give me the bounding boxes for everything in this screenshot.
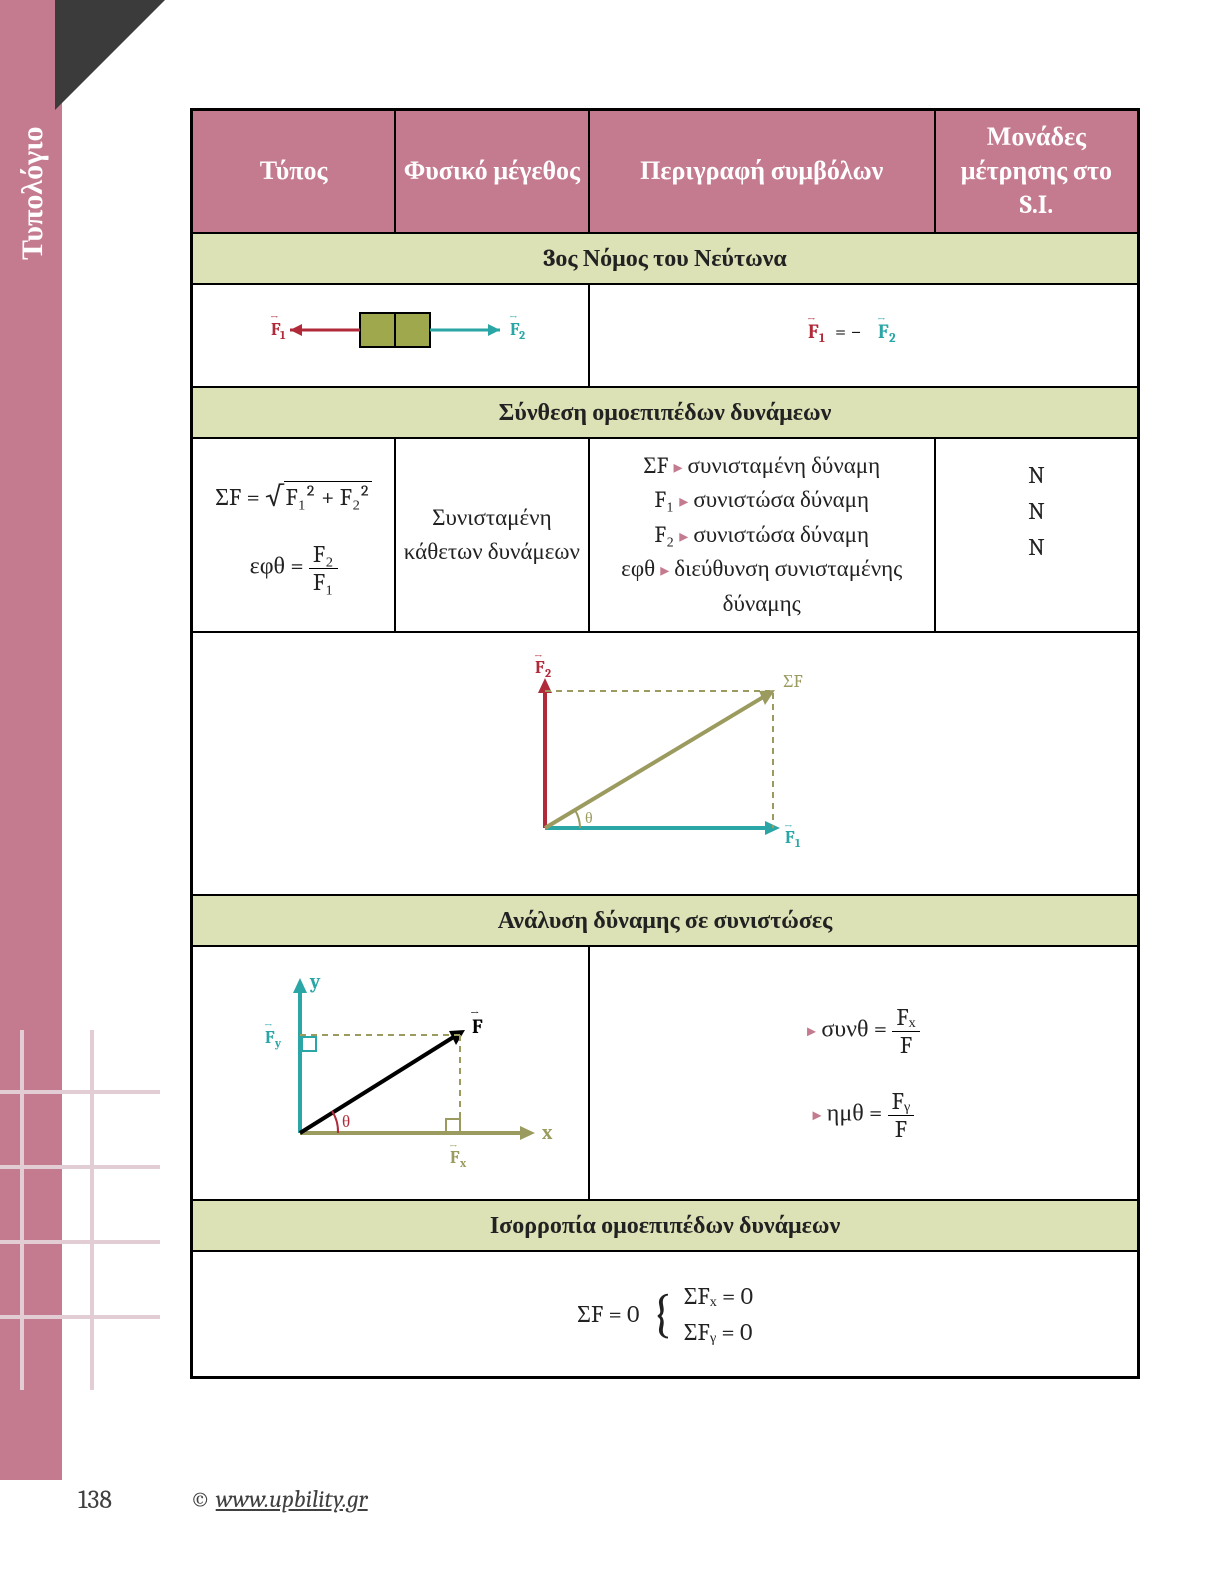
tan-den: F₁ [309, 569, 338, 595]
footer: © www.upbility.gr [190, 1485, 368, 1513]
svg-text:→: → [509, 311, 518, 324]
compose-diagram: θ F 2 → F 1 → ΣF [192, 632, 1139, 895]
header-symbols: Περιγραφή συμβόλων [589, 110, 935, 234]
compose-physical: Συνισταμένη κάθετων δυνάμεων [395, 438, 588, 633]
svg-text:x: x [460, 1156, 467, 1170]
svg-text:y: y [274, 1036, 282, 1050]
header-type: Τύπος [192, 110, 396, 234]
section-newton3: 3ος Νόμος του Νεύτωνα [192, 233, 1139, 284]
footer-link[interactable]: www.upbility.gr [216, 1485, 368, 1513]
svg-text:→: → [449, 1140, 458, 1153]
compose-desc: ΣF ▸ συνισταμένη δύναμη F₁ ▸ συνιστώσα δ… [589, 438, 935, 633]
decompose-diagram: y x F → F y → F x → [192, 946, 589, 1201]
svg-text:y: y [309, 970, 321, 993]
compose-units: N N N [935, 438, 1139, 633]
header-units: Μονάδες μέτρησης στο S.I. [935, 110, 1139, 234]
svg-text:1: 1 [819, 331, 825, 346]
corner-triangle [55, 0, 165, 110]
side-label: Τυπολόγιο [15, 127, 50, 261]
newton3-diagram: F 1 → F 2 → [192, 284, 589, 387]
svg-text:→: → [264, 1019, 273, 1032]
decompose-formulas: ▸ συνθ = Fₓ F ▸ ημθ = Fᵧ F [589, 946, 1139, 1201]
section-equilibrium: Ισορροπία ομοεπιπέδων δυνάμεων [192, 1200, 1139, 1251]
page-number: 138 [78, 1485, 112, 1515]
svg-text:x: x [542, 1121, 553, 1144]
footer-copy: © [190, 1485, 210, 1513]
svg-text:θ: θ [585, 809, 593, 827]
svg-text:2: 2 [519, 328, 525, 342]
sigmaF-radicand: F₁² + F₂² [284, 481, 373, 511]
sigmaF-prefix: ΣF = [215, 483, 260, 511]
side-grid [0, 1030, 160, 1390]
section-compose: Σύνθεση ομοεπιπέδων δυνάμεων [192, 387, 1139, 438]
formula-table: Τύπος Φυσικό μέγεθος Περιγραφή συμβόλων … [190, 108, 1140, 1379]
svg-text:→: → [270, 311, 279, 324]
svg-text:→: → [784, 820, 793, 833]
svg-text:2: 2 [545, 666, 551, 680]
compose-formula: ΣF = √F₁² + F₂² εφθ = F₂ F₁ [192, 438, 396, 633]
svg-text:→: → [877, 313, 886, 326]
svg-text:1: 1 [795, 836, 801, 850]
svg-text:θ: θ [342, 1113, 350, 1132]
tan-num: F₂ [309, 541, 338, 568]
section-decompose: Ανάλυση δύναμης σε συνιστώσες [192, 895, 1139, 946]
header-physical: Φυσικό μέγεθος [395, 110, 588, 234]
svg-text:→: → [470, 1006, 479, 1020]
svg-text:→: → [807, 313, 816, 326]
svg-text:= −: = − [835, 320, 862, 343]
tan-prefix: εφθ = [250, 552, 304, 580]
svg-text:1: 1 [280, 328, 286, 342]
svg-text:ΣF: ΣF [783, 671, 803, 692]
newton3-equation: F 1 → = − F 2 → [589, 284, 1139, 387]
svg-text:→: → [534, 653, 543, 663]
equilibrium-formula: ΣF = 0 { ΣFₓ = 0 ΣFᵧ = 0 [192, 1251, 1139, 1378]
svg-text:2: 2 [889, 331, 896, 346]
